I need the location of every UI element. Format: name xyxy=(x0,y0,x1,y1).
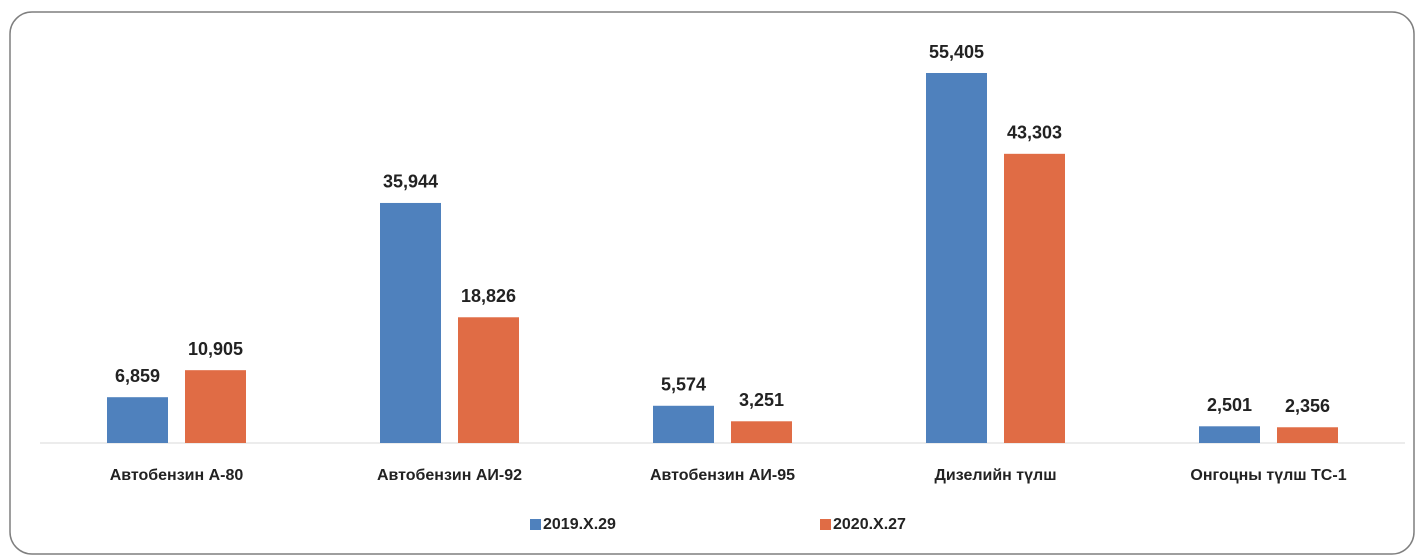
data-label: 18,826 xyxy=(461,286,516,306)
legend-label: 2019.X.29 xyxy=(543,516,616,533)
bar xyxy=(1004,153,1065,443)
bar xyxy=(731,421,792,443)
bar xyxy=(380,202,441,443)
x-tick-label: Дизелийн түлш xyxy=(934,467,1056,484)
data-label: 5,574 xyxy=(661,375,706,395)
x-tick-label: Автобензин АИ-92 xyxy=(377,467,522,484)
bar xyxy=(926,73,987,443)
legend-swatch xyxy=(820,519,831,530)
bar xyxy=(185,370,246,443)
x-tick-label: Онгоцны түлш ТС-1 xyxy=(1190,467,1346,484)
x-tick-label: Автобензин АИ-95 xyxy=(650,467,795,484)
legend-label: 2020.X.27 xyxy=(833,516,906,533)
bar xyxy=(1277,427,1338,443)
bar xyxy=(107,397,168,443)
data-label: 6,859 xyxy=(115,366,160,386)
data-label: 3,251 xyxy=(739,390,784,410)
data-label: 2,501 xyxy=(1207,395,1252,415)
bar xyxy=(1199,426,1260,443)
data-label: 43,303 xyxy=(1007,123,1062,143)
bar xyxy=(458,317,519,443)
data-label: 35,944 xyxy=(383,172,438,192)
data-label: 2,356 xyxy=(1285,396,1330,416)
data-label: 55,405 xyxy=(929,42,984,62)
data-label: 10,905 xyxy=(188,339,243,359)
bar xyxy=(653,405,714,443)
legend-swatch xyxy=(530,519,541,530)
x-tick-label: Автобензин А-80 xyxy=(110,467,244,484)
